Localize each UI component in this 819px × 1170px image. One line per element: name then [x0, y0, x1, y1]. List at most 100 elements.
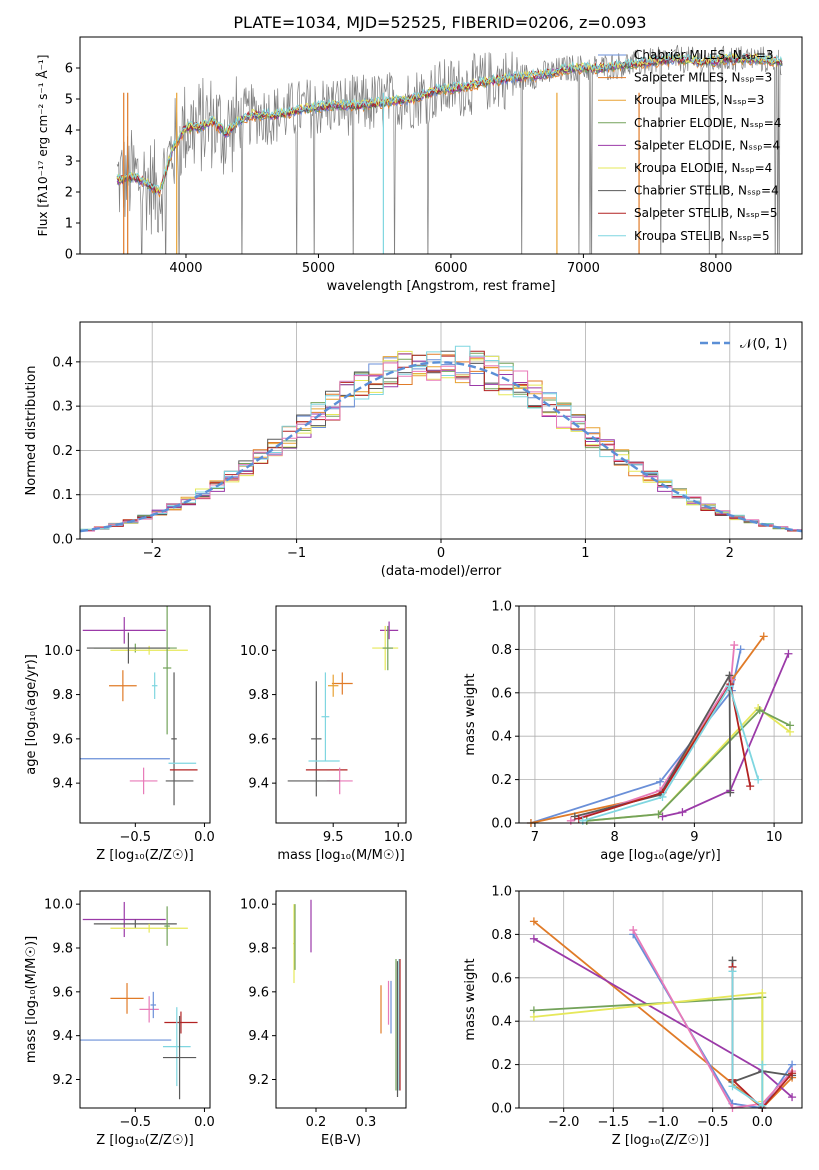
y-tick-label: 9.6: [248, 985, 269, 1000]
chart-Z-weight: −2.0 −1.5 −1.0 −0.5 0.0 0.0 0.2 0.4 0.6 0.8 1.0 Z […: [463, 885, 803, 1148]
weight-point: [529, 917, 538, 926]
error-bars: [293, 899, 401, 1098]
weight-point: [726, 788, 735, 797]
x-tick-label: 0.2: [306, 1115, 327, 1130]
y-tick-label: 9.8: [248, 688, 269, 703]
y-tick-label: 9.8: [248, 941, 269, 956]
weight-point: [758, 988, 767, 997]
x-tick-label: 0: [437, 546, 445, 561]
y-tick-label: 3: [65, 155, 73, 170]
y-tick-label: 0: [65, 248, 73, 263]
weight-point: [786, 721, 795, 730]
weight-series-m4: [586, 709, 791, 822]
normal-curve: [80, 361, 802, 533]
y-tick-label: 0.0: [52, 533, 73, 548]
y-axis-label: age [log₁₀(age/yr)]: [24, 654, 39, 775]
legend-label: Kroupa STELIB, Nₛₛₚ=5: [634, 229, 770, 243]
legend-label: Chabrier MILES, Nₛₛₚ=3: [634, 48, 774, 62]
chart-residuals: −2 −1 0 1 2 0.0 0.1 0.2 0.3 0.4 (data-model)/error…: [24, 321, 803, 579]
model-spectrum-m5: [116, 54, 783, 194]
y-tick-label: 0.6: [491, 686, 512, 701]
figure-title: PLATE=1034, MJD=52525, FIBERID=0206, z=0…: [233, 13, 646, 32]
y-tick-label: 0.8: [491, 643, 512, 658]
error-bars: [287, 621, 399, 797]
weight-series-m9: [582, 684, 760, 822]
legend-label: Kroupa MILES, Nₛₛₚ=3: [634, 93, 764, 107]
y-tick-label: 9.2: [248, 1073, 269, 1088]
plot-frame: [79, 605, 211, 824]
x-axis-label: E(B-V): [321, 1133, 361, 1148]
weight-point: [658, 792, 667, 801]
weight-series-m8: [578, 681, 752, 820]
weight-point: [529, 934, 538, 943]
plot-frame: [79, 36, 803, 255]
weight-point: [754, 775, 763, 784]
x-tick-label: −1.5: [598, 1115, 630, 1130]
weight-point: [746, 782, 755, 791]
chart-ebv-mass: 0.2 0.3 9.2 9.4 9.6 9.8 10.0 E(B-V): [240, 890, 407, 1148]
x-tick-label: 10: [766, 830, 783, 845]
x-axis-label: (data-model)/error: [381, 564, 502, 579]
legend-label: 𝒩(0, 1): [740, 337, 787, 352]
y-tick-label: 9.6: [248, 732, 269, 747]
weight-point: [759, 632, 768, 641]
y-tick-label: 6: [65, 62, 73, 77]
y-axis-label: mass [log₁₀(M/M☉)]: [24, 936, 39, 1063]
y-tick-label: 0.2: [491, 1058, 512, 1073]
y-axis-label: Normed distribution: [24, 366, 39, 496]
x-tick-label: 0.3: [356, 1115, 377, 1130]
y-tick-label: 0.4: [491, 730, 512, 745]
x-tick-label: 0.0: [194, 830, 215, 845]
x-tick-label: 8: [611, 830, 619, 845]
y-tick-label: 0.0: [491, 1102, 512, 1117]
y-tick-label: 0.6: [491, 971, 512, 986]
x-tick-label: 9.5: [323, 830, 344, 845]
x-tick-label: −0.5: [120, 1115, 152, 1130]
y-tick-label: 1: [65, 217, 73, 232]
legend: 𝒩(0, 1): [700, 337, 787, 352]
y-axis-label: mass weight: [463, 958, 478, 1040]
x-tick-label: 7: [531, 830, 539, 845]
x-tick-label: 9: [690, 830, 698, 845]
y-tick-label: 9.4: [52, 1029, 73, 1044]
plot-frame: [275, 605, 407, 824]
spectrum-lines: [116, 44, 783, 254]
y-tick-label: 0.3: [52, 400, 73, 415]
plot-frame: [518, 890, 803, 1109]
weight-point: [728, 967, 737, 976]
y-tick-label: 9.8: [52, 688, 73, 703]
y-tick-label: 4: [65, 124, 73, 139]
y-axis-label: Flux [fλ10⁻¹⁷ erg cm⁻² s⁻¹ Å⁻¹]: [35, 55, 50, 237]
y-tick-label: 10.0: [240, 644, 269, 659]
y-tick-label: 10.0: [240, 898, 269, 913]
y-tick-label: 0.1: [52, 488, 73, 503]
y-tick-label: 9.4: [248, 777, 269, 792]
x-axis-label: Z [log₁₀(Z/Z☉)]: [96, 848, 193, 863]
weight-point: [788, 1093, 797, 1102]
weight-point: [656, 777, 665, 786]
x-axis-label: Z [log₁₀(Z/Z☉)]: [612, 1133, 709, 1148]
model-spectrum-m6: [116, 52, 783, 194]
x-tick-label: 10.0: [384, 830, 413, 845]
x-tick-label: 5000: [302, 261, 335, 276]
legend-label: Chabrier STELIB, Nₛₛₚ=4: [634, 184, 779, 198]
chart-Z-mass: −0.5 0.0 9.2 9.4 9.6 9.8 10.0 Z [log₁₀(Z/Z☉)] ma…: [24, 890, 215, 1148]
y-tick-label: 0.2: [52, 444, 73, 459]
y-tick-label: 0.8: [491, 928, 512, 943]
y-tick-label: 0.2: [491, 773, 512, 788]
weight-series-m9: [731, 971, 764, 1108]
y-tick-label: 9.4: [248, 1029, 269, 1044]
y-tick-label: 5: [65, 93, 73, 108]
x-tick-label: 1: [581, 546, 589, 561]
y-tick-label: 0.4: [491, 1015, 512, 1030]
weight-point: [629, 926, 638, 935]
weight-point: [758, 1060, 767, 1069]
y-tick-label: 1.0: [491, 885, 512, 900]
y-tick-label: 2: [65, 186, 73, 201]
weight-series-m5: [662, 653, 790, 818]
plot-frame: [79, 890, 211, 1109]
y-tick-label: 9.2: [52, 1073, 73, 1088]
x-tick-label: 0.0: [194, 1115, 215, 1130]
legend-label: Chabrier ELODIE, Nₛₛₚ=4: [634, 116, 781, 130]
x-tick-label: −0.5: [697, 1115, 729, 1130]
